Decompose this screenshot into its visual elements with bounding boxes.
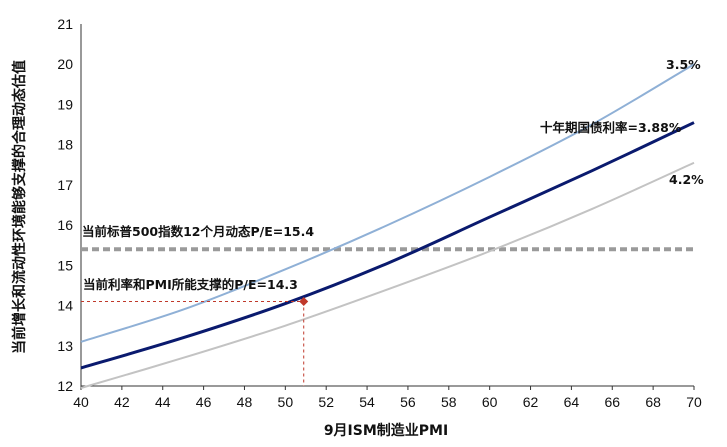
reference-line-label: 当前标普500指数12个月动态P/E=15.4: [82, 224, 314, 239]
axes: [80, 24, 694, 387]
x-tick-label: 40: [73, 394, 89, 410]
y-tick-label: 16: [57, 217, 73, 233]
marker-label: 当前利率和PMI所能支撑的P/E=14.3: [83, 277, 298, 292]
y-tick-label: 14: [57, 298, 73, 314]
y-tick-label: 17: [57, 177, 73, 193]
x-tick-label: 54: [359, 394, 375, 410]
y-tick-label: 13: [57, 338, 73, 354]
x-tick-label: 42: [114, 394, 130, 410]
x-tick-label: 68: [645, 394, 661, 410]
series-label-3-88: 十年期国债利率=3.88%: [540, 120, 682, 135]
x-tick-label: 46: [196, 394, 212, 410]
x-tick-label: 62: [523, 394, 539, 410]
y-tick-label: 21: [57, 16, 73, 32]
x-tick-label: 58: [441, 394, 457, 410]
series-line-0: [80, 63, 695, 343]
y-tick-labels: 12 13 14 15 16 17 18 19 20 21: [57, 16, 73, 394]
y-tick-label: 18: [57, 137, 73, 153]
series-label-4-2: 4.2%: [669, 172, 704, 187]
x-tick-label: 52: [318, 394, 334, 410]
x-tick-label: 56: [400, 394, 416, 410]
y-axis-title: 当前增长和流动性环境能够支撑的合理动态估值: [11, 60, 28, 354]
x-tick-label: 70: [686, 394, 702, 410]
marker-point: [299, 297, 309, 307]
x-tick-label: 50: [278, 394, 294, 410]
y-tick-label: 12: [57, 378, 73, 394]
series-line-1: [80, 121, 695, 370]
x-tick-labels: 40 42 44 46 48 50 52 54 56 58 60 62 64 66 68 70: [73, 386, 702, 410]
x-tick-label: 60: [482, 394, 498, 410]
x-tick-label: 64: [564, 394, 580, 410]
x-axis-title: 9月ISM制造业PMI: [324, 422, 448, 439]
series-label-3-5: 3.5%: [666, 57, 701, 72]
y-tick-label: 15: [57, 257, 73, 273]
y-tick-label: 19: [57, 96, 73, 112]
x-tick-label: 66: [604, 394, 620, 410]
y-tick-label: 20: [57, 56, 73, 72]
series-line-2: [80, 161, 695, 389]
marker-group: [81, 297, 309, 386]
x-tick-label: 44: [155, 394, 171, 410]
series-group: [80, 63, 695, 389]
x-tick-label: 48: [237, 394, 253, 410]
